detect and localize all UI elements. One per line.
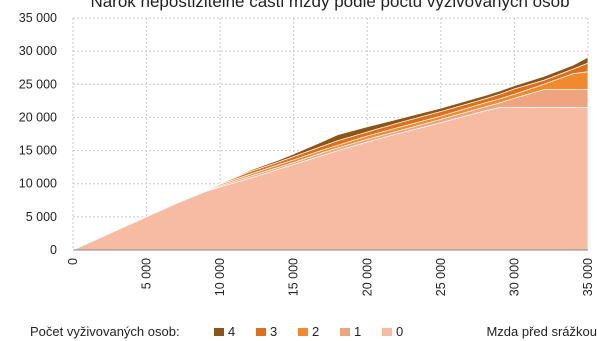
- legend-label-3: 3: [270, 324, 277, 339]
- series-areas: [72, 56, 589, 251]
- y-tick-label: 5 000: [26, 210, 57, 224]
- y-tick-label: 0: [50, 243, 57, 257]
- y-tick-label: 25 000: [19, 77, 57, 91]
- y-tick-label: 35 000: [19, 11, 57, 25]
- legend-items: 4 3 2 1 0: [214, 324, 403, 339]
- x-tick-label: 15 000: [287, 258, 301, 296]
- legend-swatch-0: [382, 328, 392, 336]
- legend-swatch-1: [340, 328, 350, 336]
- x-tick-label: 20 000: [360, 258, 374, 296]
- x-tick-label: 5 000: [140, 258, 154, 289]
- y-tick-label: 15 000: [19, 144, 57, 158]
- x-axis-ticks: 0 5 000 10 000 15 000 20 000 25 000 30 000 35 0…: [66, 258, 595, 296]
- y-axis-ticks: 0 5 000 10 000 15 000 20 000 25 000 30 000 35 0…: [19, 11, 57, 257]
- x-tick-label: 25 000: [434, 258, 448, 296]
- legend-label-2: 2: [312, 324, 319, 339]
- y-tick-label: 20 000: [19, 110, 57, 124]
- y-tick-label: 10 000: [19, 177, 57, 191]
- y-tick-label: 30 000: [19, 44, 57, 58]
- legend-swatch-2: [298, 328, 308, 336]
- legend-title: Počet vyživovaných osob:: [30, 324, 180, 339]
- x-axis-label: Mzda před srážkou: [486, 324, 597, 339]
- legend-label-0: 0: [396, 324, 403, 339]
- x-tick-label: 35 000: [581, 258, 595, 296]
- legend-swatch-4: [214, 328, 224, 336]
- legend-label-1: 1: [354, 324, 361, 339]
- legend-swatch-3: [256, 328, 266, 336]
- x-tick-label: 10 000: [213, 258, 227, 296]
- x-tick-label: 30 000: [507, 258, 521, 296]
- x-tick-label: 0: [66, 258, 80, 265]
- area-series-0: [72, 107, 589, 251]
- legend-label-4: 4: [228, 324, 235, 339]
- legend: Počet vyživovaných osob: 4 3 2 1 0: [30, 324, 403, 339]
- chart-title: Nárok nepostižitelné části mzdy podle po…: [90, 0, 569, 11]
